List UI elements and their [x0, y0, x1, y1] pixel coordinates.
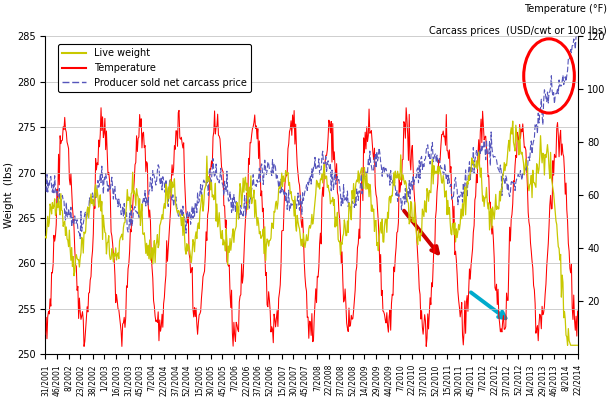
Text: Carcass prices  (USD/cwt or 100 lbs): Carcass prices (USD/cwt or 100 lbs): [429, 26, 607, 36]
Text: Temperature (°F): Temperature (°F): [524, 4, 607, 14]
Legend: Live weight, Temperature, Producer sold net carcass price: Live weight, Temperature, Producer sold …: [59, 44, 251, 92]
Y-axis label: Weight  (lbs): Weight (lbs): [4, 162, 14, 228]
